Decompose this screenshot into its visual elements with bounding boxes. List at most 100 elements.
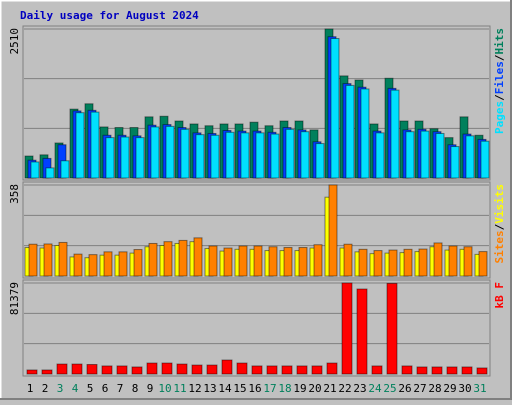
bar xyxy=(300,131,310,179)
legend-separator: / xyxy=(493,223,506,230)
bar xyxy=(253,245,263,277)
legend: Sites/Visits xyxy=(493,184,506,264)
x-tick-label: 25 xyxy=(383,382,396,395)
bar xyxy=(238,245,248,277)
x-tick-label: 6 xyxy=(102,382,109,395)
bar xyxy=(150,126,160,179)
chart-title: Daily usage for August 2024 xyxy=(20,9,199,22)
x-tick-label: 16 xyxy=(248,382,261,395)
bar xyxy=(403,248,413,277)
bar xyxy=(240,132,250,179)
x-tick-label: 12 xyxy=(188,382,201,395)
x-tick-label: 28 xyxy=(428,382,441,395)
x-tick-label: 9 xyxy=(147,382,154,395)
bar xyxy=(225,131,235,179)
bar xyxy=(358,248,368,277)
bar xyxy=(405,131,415,179)
x-tick-label: 31 xyxy=(473,382,486,395)
legend: Pages/Files/Hits xyxy=(493,28,506,134)
bar xyxy=(30,161,40,179)
bar xyxy=(148,242,158,277)
x-tick-label: 14 xyxy=(218,382,232,395)
x-tick-label: 15 xyxy=(233,382,246,395)
bar xyxy=(313,244,323,277)
bar xyxy=(191,364,203,375)
legend: kB F xyxy=(493,282,506,309)
bar xyxy=(448,245,458,277)
bar xyxy=(386,282,398,375)
bar xyxy=(281,365,293,375)
bar xyxy=(146,362,158,375)
y-tick-label: 81379 xyxy=(8,282,21,315)
x-tick-label: 24 xyxy=(368,382,382,395)
legend-separator: / xyxy=(493,94,506,101)
legend-entry: Hits xyxy=(493,28,506,55)
bar xyxy=(388,249,398,277)
bar xyxy=(285,128,295,179)
bar xyxy=(118,251,128,277)
x-tick-label: 30 xyxy=(458,382,471,395)
bar xyxy=(236,362,248,375)
bar xyxy=(133,249,143,277)
bar xyxy=(208,245,218,277)
bar xyxy=(431,366,443,375)
bar xyxy=(446,366,458,375)
bar xyxy=(478,251,488,277)
bar xyxy=(465,135,475,179)
legend-entry: Sites xyxy=(493,230,506,263)
bar xyxy=(26,369,38,375)
bar xyxy=(223,247,233,277)
bar xyxy=(390,89,400,179)
bar xyxy=(135,137,145,179)
bar xyxy=(315,143,325,179)
panel xyxy=(22,279,491,377)
bar xyxy=(433,242,443,277)
bar xyxy=(71,363,83,375)
bar xyxy=(193,237,203,277)
bar xyxy=(116,365,128,375)
bar xyxy=(476,367,488,375)
x-tick-label: 22 xyxy=(338,382,351,395)
bar xyxy=(178,239,188,277)
x-tick-label: 3 xyxy=(57,382,64,395)
bar xyxy=(420,130,430,179)
bar xyxy=(255,132,265,179)
bar xyxy=(131,366,143,375)
bar xyxy=(416,366,428,375)
bar xyxy=(58,241,68,277)
bar xyxy=(210,134,220,179)
bar xyxy=(101,365,113,375)
bar xyxy=(343,243,353,277)
x-tick-label: 2 xyxy=(42,382,49,395)
x-tick-label: 19 xyxy=(293,382,306,395)
bar xyxy=(86,363,98,375)
bar xyxy=(43,243,53,277)
bar xyxy=(270,133,280,179)
bar xyxy=(28,243,38,277)
bar xyxy=(435,132,445,179)
x-tick-label: 27 xyxy=(413,382,426,395)
bar xyxy=(60,160,70,179)
bar xyxy=(356,288,368,375)
bar xyxy=(88,254,98,277)
bar xyxy=(165,125,175,179)
x-tick-label: 1 xyxy=(27,382,34,395)
x-tick-label: 26 xyxy=(398,382,411,395)
legend-entry: kB F xyxy=(493,282,506,309)
bar xyxy=(461,366,473,375)
x-tick-label: 23 xyxy=(353,382,366,395)
legend-entry: Files xyxy=(493,61,506,94)
bar xyxy=(401,365,413,375)
bar xyxy=(56,363,68,375)
bar xyxy=(176,363,188,375)
bar xyxy=(180,128,190,179)
bar xyxy=(341,282,353,375)
bar xyxy=(161,362,173,375)
x-tick-label: 8 xyxy=(132,382,139,395)
bar xyxy=(75,112,85,179)
bar xyxy=(375,132,385,179)
bar xyxy=(221,359,233,375)
x-tick-label: 7 xyxy=(117,382,124,395)
bar xyxy=(311,365,323,375)
